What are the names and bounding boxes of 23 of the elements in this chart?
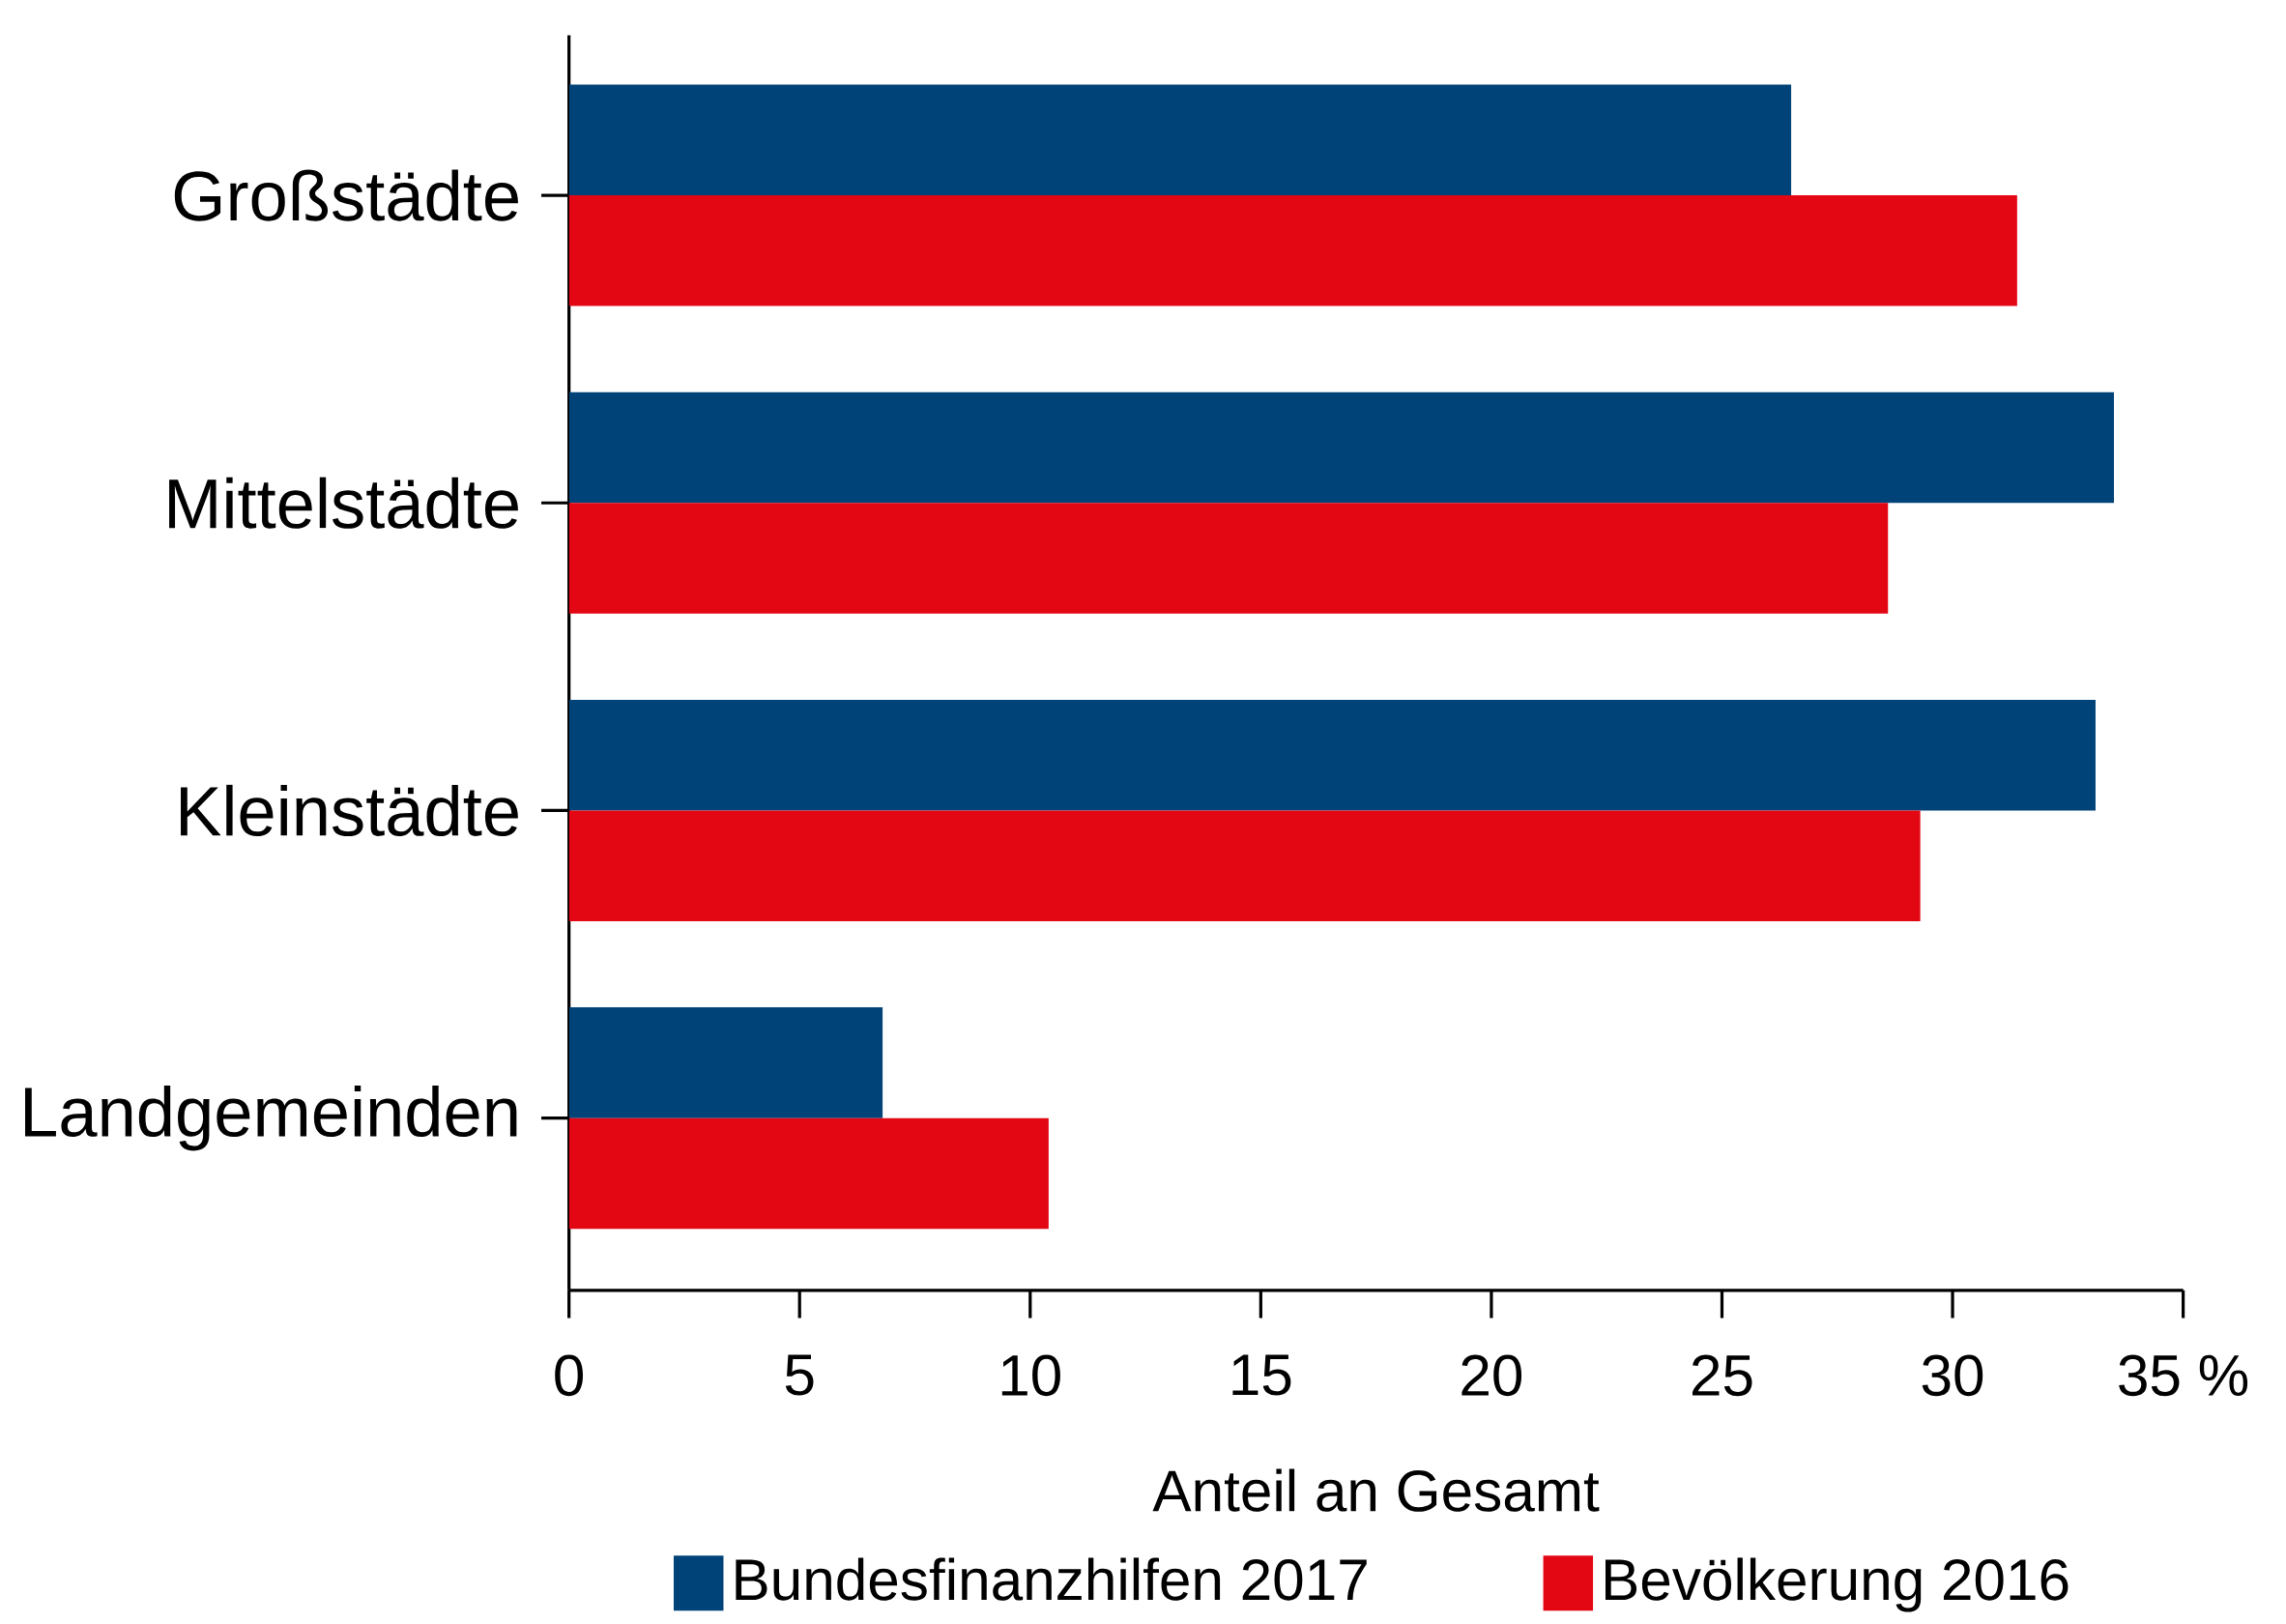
bar [568,1007,883,1118]
legend-label: Bevölkerung 2016 [1606,1557,2069,1612]
bar [568,699,2096,811]
bar [568,810,1921,921]
x-tick-label: 25 [1692,1354,1752,1397]
x-tick-label: 20 [1461,1354,1522,1397]
bar [568,503,1889,614]
y-tick-label: Großstädte [174,169,518,221]
x-tick-label: 10 [1001,1354,1060,1397]
bar [568,392,2115,504]
bar [568,84,1792,195]
bar [568,1117,1049,1230]
y-tick-label: Kleinstädte [181,784,518,836]
y-tick-label: Mittelstädte [169,477,518,529]
x-tick-label: 30 [1922,1354,1983,1397]
x-tick-label: 15 [1232,1354,1291,1396]
x-tick-label: 0 [555,1354,584,1397]
x-tick-label: 35 % [2119,1354,2248,1397]
legend-label: Bundesfinanzhilfen 2017 [736,1557,1367,1601]
x-tick-label: 5 [785,1354,814,1396]
x-axis-title: Anteil an Gesamt [1152,1468,1600,1512]
y-tick-label: Landgemeinden [25,1085,517,1151]
bar [568,194,2017,306]
